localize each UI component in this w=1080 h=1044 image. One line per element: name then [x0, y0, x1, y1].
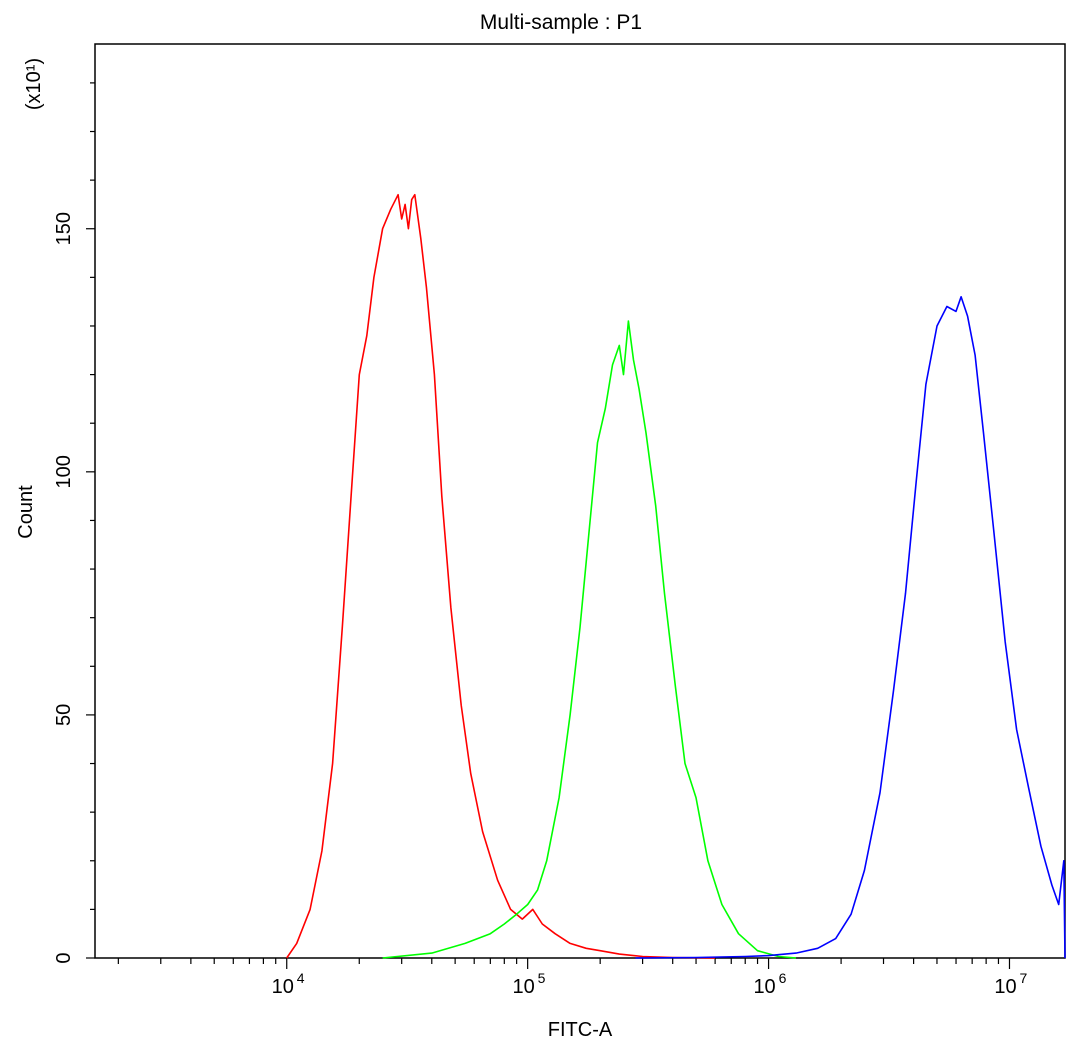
- x-tick-exponent: 5: [538, 970, 546, 986]
- y-tick-label: 50: [53, 704, 75, 726]
- plot-frame: [94, 43, 1066, 959]
- x-tick-label: 10: [994, 976, 1016, 998]
- x-tick-exponent: 4: [297, 970, 305, 986]
- x-tick-exponent: 6: [779, 970, 787, 986]
- x-axis-ticks: 10 4 10 5 10 6 10 7: [117, 958, 1027, 998]
- chart-title: Multi-sample : P1: [480, 11, 642, 34]
- histogram-line-1: [286, 193, 716, 959]
- x-tick-exponent: 7: [1019, 970, 1027, 986]
- series-group: [286, 193, 1066, 959]
- y-axis-ticks: 0 50 100 150: [53, 82, 95, 964]
- y-tick-label: 150: [53, 212, 75, 245]
- histogram-line-3: [635, 296, 1066, 959]
- x-tick-label: 10: [513, 976, 535, 998]
- y-axis-label: Count: [15, 485, 37, 539]
- y-axis-multiplier: (x10¹): [23, 58, 45, 110]
- y-tick-label: 100: [53, 455, 75, 488]
- x-tick-label: 10: [272, 976, 294, 998]
- x-axis-label: FITC-A: [548, 1019, 613, 1041]
- histogram-line-2: [382, 320, 797, 959]
- x-tick-label: 10: [753, 976, 775, 998]
- y-tick-label: 0: [53, 952, 75, 963]
